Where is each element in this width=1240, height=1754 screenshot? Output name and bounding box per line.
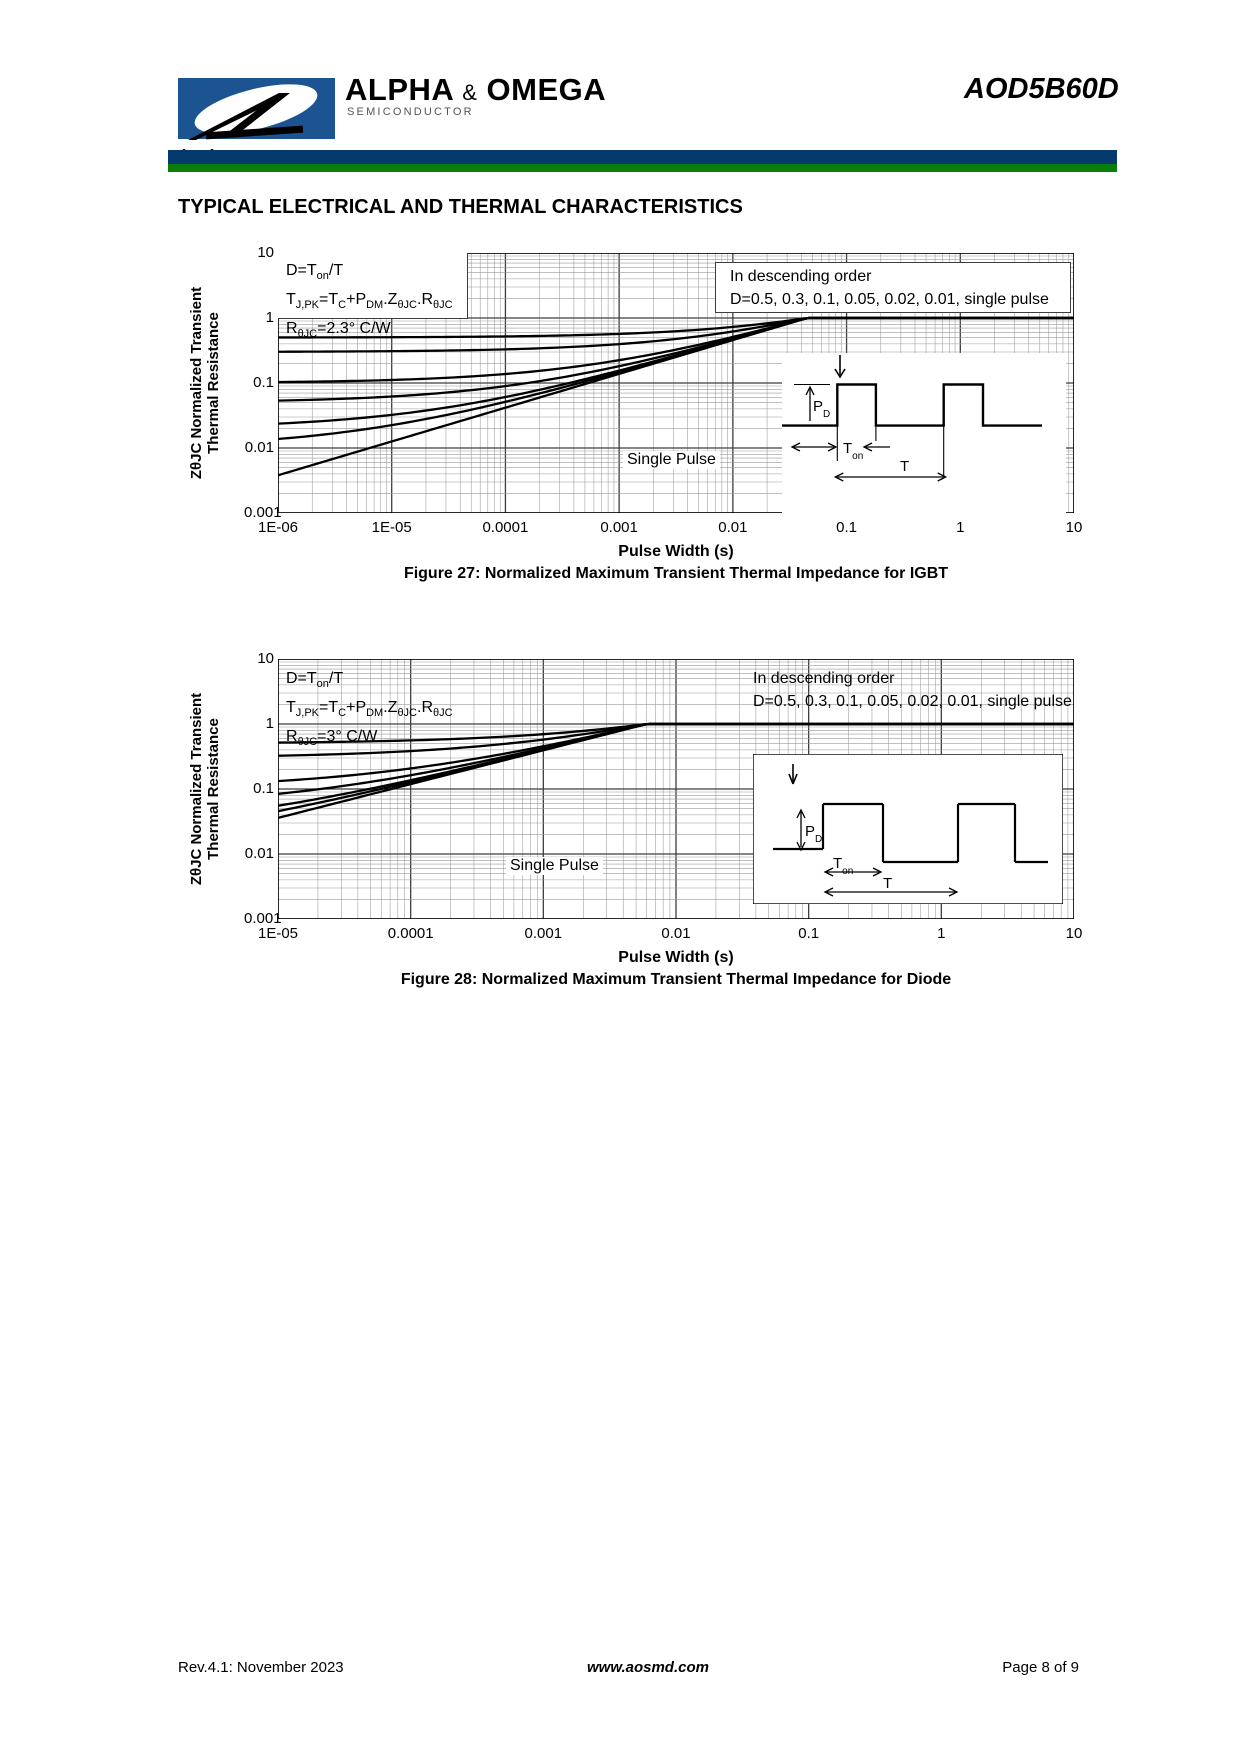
svg-text:T: T [900,458,909,475]
svg-text:T: T [883,875,892,892]
